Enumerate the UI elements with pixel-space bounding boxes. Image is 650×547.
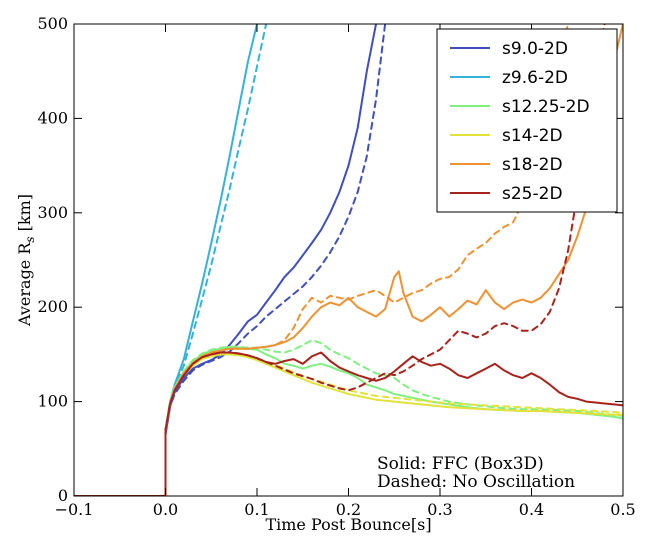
series-layer (74, 24, 623, 496)
y-tick-label: 0 (58, 486, 68, 505)
y-tick-label: 100 (37, 392, 68, 411)
x-tick-label: 0.4 (519, 500, 544, 519)
legend-label-s25-2d: s25-2D (502, 184, 563, 204)
y-axis-label-main: Average R (15, 242, 34, 327)
series-s14-2d-solid-line (74, 353, 623, 496)
legend-box (436, 28, 618, 213)
legend-label-z9-6-2d: z9.6-2D (502, 68, 568, 88)
y-tick-label: 300 (37, 203, 68, 222)
x-tick-label: −0.1 (55, 500, 94, 519)
series-s9-0-2d-dashed-line (74, 24, 387, 496)
x-axis-label: Time Post Bounce[s] (265, 515, 431, 534)
legend-label-s9-0-2d: s9.0-2D (502, 39, 568, 59)
legend-items: s9.0-2D z9.6-2D s12.25-2D s14-2D s18-2D s25-2… (450, 39, 590, 204)
y-axis-label-subscript: s (23, 236, 37, 242)
x-tick-label: 0.1 (244, 500, 269, 519)
series-s25-2d-solid-line (74, 351, 623, 496)
x-tick-label: 0.5 (610, 500, 635, 519)
y-axis-label-unit: [km] (15, 194, 34, 236)
legend-label-s14-2d: s14-2D (502, 126, 563, 146)
series-z9-6-2d-dashed-line (74, 24, 268, 496)
y-tick-label: 500 (37, 14, 68, 33)
line-style-note: Solid: FFC (Box3D) Dashed: No Oscillatio… (377, 454, 575, 492)
series-s9-0-2d-solid-line (74, 24, 377, 496)
series-s18-2d-solid-line (74, 24, 623, 496)
y-tick-label: 400 (37, 108, 68, 127)
legend: s9.0-2D z9.6-2D s12.25-2D s14-2D s18-2D s25-2… (436, 28, 618, 213)
note-solid: Solid: FFC (Box3D) (377, 454, 544, 474)
legend-label-s18-2d: s18-2D (502, 155, 563, 175)
x-tick-label: 0.3 (427, 500, 452, 519)
note-dashed: Dashed: No Oscillation (377, 472, 575, 492)
x-tick-label: 0.2 (336, 500, 361, 519)
legend-label-s12-25-2d: s12.25-2D (502, 97, 590, 117)
axis-ticks: −0.1 0.0 0.1 0.2 0.3 0.4 0.5 0 100 200 300 400 500 (37, 14, 635, 519)
y-tick-label: 200 (37, 297, 68, 316)
y-axis-label: Average Rs [km] (15, 194, 37, 327)
series-s18-2d-dashed-line (74, 24, 570, 496)
x-tick-label: 0.0 (153, 500, 178, 519)
